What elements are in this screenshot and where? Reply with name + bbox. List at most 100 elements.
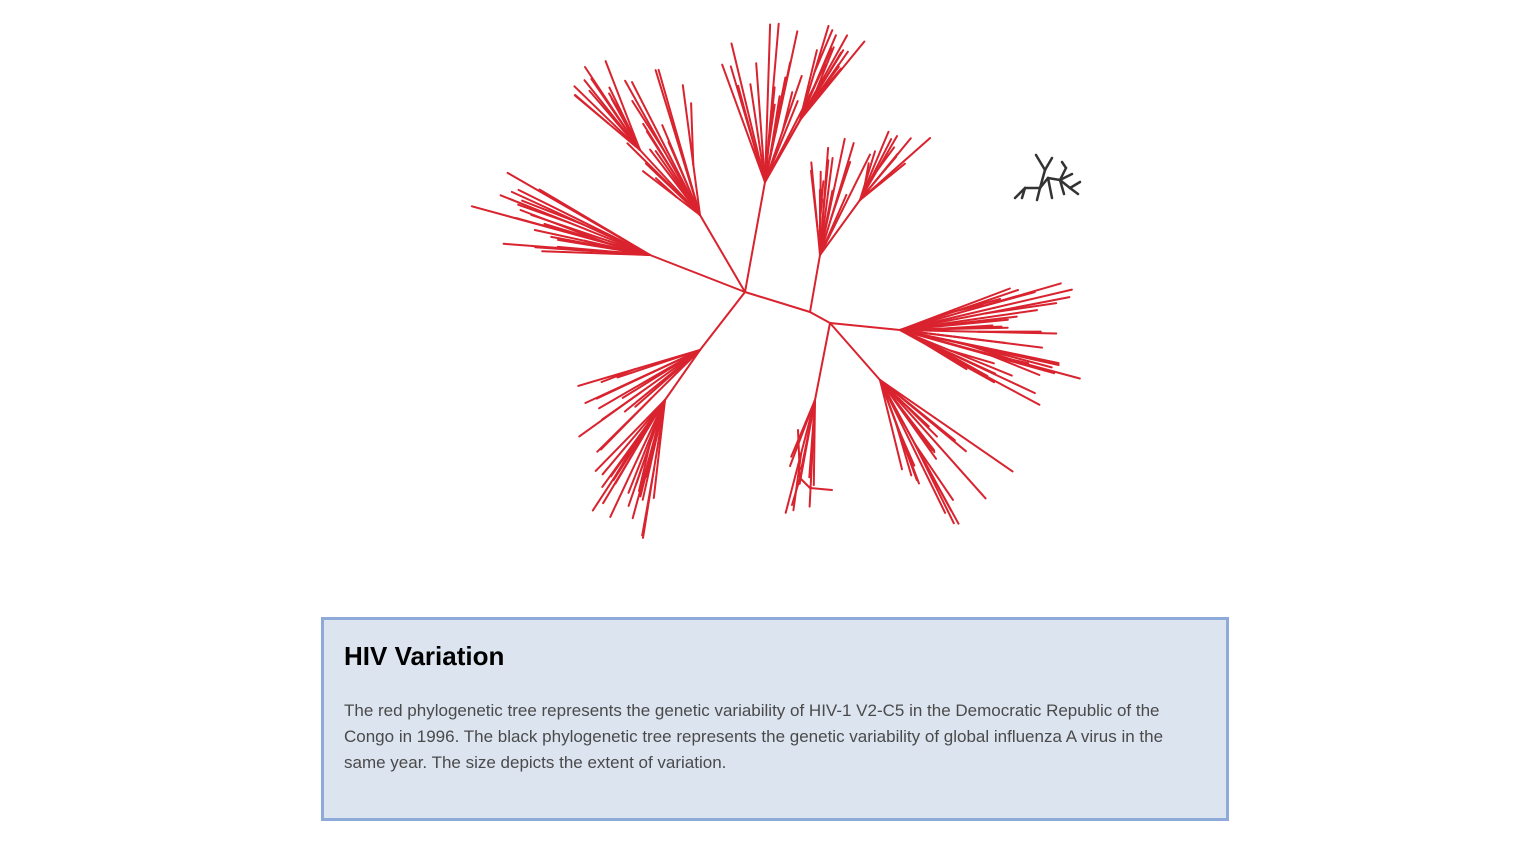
tree-branch — [1020, 186, 1027, 200]
tree-leaf — [897, 397, 930, 428]
tree-leaf — [506, 171, 593, 223]
tree-branch — [633, 349, 701, 371]
tree-branch — [799, 95, 821, 121]
tree-branch — [646, 399, 666, 420]
tree-branch — [829, 322, 901, 331]
tree-leaf — [681, 84, 695, 166]
tree-leaf — [749, 83, 760, 139]
tree-branch — [1034, 153, 1047, 172]
tree-leaf — [645, 432, 659, 478]
tree-branch — [649, 254, 746, 293]
phylogenetic-figure — [470, 22, 1082, 539]
tree-branch — [680, 148, 701, 216]
tree-branch — [744, 181, 766, 293]
tree-leaf — [595, 367, 661, 400]
tree-branch — [1035, 186, 1042, 202]
tree-leaf — [791, 477, 801, 506]
tree-branch — [1068, 186, 1080, 196]
tree-branch — [692, 163, 701, 216]
tree-leaf — [645, 130, 687, 193]
tree-leaf — [601, 417, 651, 476]
tree-branch — [639, 149, 701, 216]
tree-leaf — [588, 89, 619, 125]
tree-branch — [764, 119, 801, 183]
tree-leaf — [829, 161, 852, 220]
tree-leaf — [913, 442, 954, 501]
tree-leaf — [822, 157, 834, 230]
tree-leaf — [901, 410, 938, 460]
tree-leaf — [568, 247, 627, 254]
tree-branch — [899, 329, 941, 353]
tree-branch — [829, 322, 881, 381]
tree-branch — [809, 254, 821, 313]
tree-leaf — [765, 23, 772, 138]
tree-leaf — [821, 159, 830, 224]
tree-branch — [899, 329, 980, 333]
tree-leaf — [521, 199, 584, 226]
tree-leaf — [948, 309, 1038, 324]
tree-branch — [811, 399, 816, 458]
tree-branch — [797, 429, 801, 479]
tree-branch — [618, 235, 651, 256]
tree-leaf — [867, 138, 893, 185]
tree-branch — [764, 132, 777, 183]
tree-leaf — [654, 150, 685, 193]
info-description: The red phylogenetic tree represents the… — [344, 701, 1164, 772]
tree-leaf — [912, 416, 987, 500]
tree-leaf — [982, 352, 1030, 365]
tree-branch — [1046, 176, 1054, 200]
tree-leaf — [808, 47, 833, 99]
tree-leaf — [621, 367, 671, 399]
info-box: HIV Variation The red phylogenetic tree … — [321, 617, 1229, 821]
tree-leaf — [626, 142, 678, 194]
tree-branch — [1060, 160, 1068, 170]
info-title: HIV Variation — [344, 641, 505, 671]
tree-leaf — [841, 153, 871, 212]
tree-leaf — [755, 62, 764, 148]
tree-branch — [1068, 180, 1082, 190]
tree-leaf — [667, 141, 692, 193]
tree-branch — [809, 311, 831, 324]
tree-leaf — [957, 298, 1002, 312]
tree-leaf — [601, 440, 637, 488]
tree-branch — [1058, 178, 1066, 196]
tree-leaf — [594, 417, 649, 472]
tree-leaf — [598, 373, 659, 410]
tree-leaf — [730, 42, 751, 122]
tree-leaf — [876, 146, 896, 172]
tree-leaf — [616, 356, 679, 379]
tree-leaf — [533, 229, 611, 248]
tree-leaf — [608, 92, 632, 132]
tree-leaf — [807, 49, 818, 88]
tree-leaf — [690, 102, 695, 166]
tree-leaf — [983, 302, 1058, 315]
tree-leaf — [949, 349, 1013, 377]
tree-leaf — [881, 137, 932, 182]
tree-branch — [819, 199, 861, 256]
tree-leaf — [902, 409, 936, 452]
tree-leaf — [816, 65, 840, 96]
tree-leaf — [993, 288, 1073, 309]
tree-leaf — [819, 180, 825, 213]
tree-leaf — [929, 324, 994, 331]
tree-branch — [814, 322, 831, 401]
tree-branch — [899, 306, 996, 331]
tree-leaf — [913, 442, 955, 525]
tree-leaf — [584, 66, 617, 114]
tree-leaf — [631, 81, 683, 180]
tree-leaf — [934, 417, 1014, 473]
tree-leaf — [966, 291, 1036, 312]
tree-leaf — [774, 61, 792, 135]
tree-leaf — [574, 94, 610, 125]
tree-branch — [624, 110, 641, 151]
tree-leaf — [871, 130, 890, 172]
tree-branch — [699, 214, 746, 293]
tree-leaf — [812, 434, 816, 487]
tree-leaf — [960, 357, 1036, 395]
tree-leaf — [938, 350, 1041, 406]
tree-leaf — [966, 343, 1060, 366]
tree-branch — [1038, 176, 1050, 190]
tree-leaf — [808, 455, 814, 508]
tree-branch — [819, 209, 844, 256]
tree-branch — [1043, 156, 1054, 172]
